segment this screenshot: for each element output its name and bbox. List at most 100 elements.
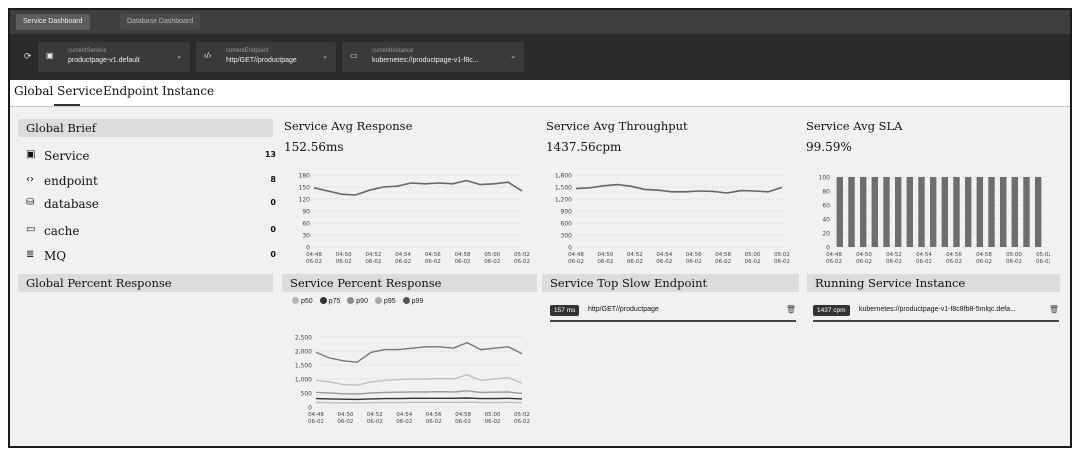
y-tick-label: 1,800 [555, 173, 572, 180]
y-tick-label: 180 [299, 173, 311, 180]
sla-bar [836, 177, 843, 247]
tab-global-service[interactable]: Global Service [14, 84, 103, 98]
avg-sla-title: Service Avg SLA [806, 119, 903, 133]
tab-instance[interactable]: Instance [162, 84, 215, 98]
y-tick-label: 90 [302, 209, 310, 216]
y-tick-label: 0 [306, 245, 310, 252]
x-tick-label: 04:50 [597, 252, 613, 258]
x-tick-label: 05:02 [514, 252, 530, 258]
database-icon: ⛁ [26, 197, 35, 208]
legend-dot [402, 297, 410, 304]
trash-icon[interactable]: 🗑 [1048, 305, 1059, 314]
legend-label: p95 [383, 298, 396, 305]
brief-item-database[interactable]: ⛁ database 0 [26, 197, 276, 213]
legend-dot [292, 297, 299, 304]
throughput-series-line [575, 183, 783, 194]
avg-response-value: 152.56ms [284, 140, 344, 154]
slow-endpoint-row[interactable]: 157 ms http/GET//productpage 🗑 [550, 304, 796, 318]
legend-label: p75 [328, 298, 341, 305]
brief-item-count: 0 [270, 250, 276, 259]
y-tick-label: 500 [301, 391, 313, 398]
x-tick-label: 06-02 [308, 419, 324, 425]
x-tick-label: 05:02 [514, 412, 530, 418]
y-tick-label: 30 [302, 233, 310, 240]
x-tick-label: 05:02 [774, 252, 790, 258]
service-selector[interactable]: ▣ currentService productpage-v1.default … [38, 42, 190, 72]
avg-response-title: Service Avg Response [284, 119, 413, 133]
tab-service-dashboard[interactable]: Service Dashboard [16, 14, 90, 30]
tab-database-dashboard[interactable]: Database Dashboard [120, 14, 201, 30]
sla-bar [930, 177, 937, 247]
x-tick-label: 04:58 [455, 412, 471, 418]
brief-item-service[interactable]: ▣ Service 13 [26, 149, 276, 165]
percentile-p90-line [315, 390, 523, 395]
instance-selector-label: currentInstance [372, 48, 414, 54]
running-instance-badge: 1437 cpm [813, 305, 850, 316]
refresh-icon[interactable]: ⟳ [24, 51, 32, 61]
avg-throughput-value: 1437.56cpm [546, 140, 622, 154]
code-icon: ‹› [26, 174, 34, 185]
brief-item-label: Service [44, 149, 90, 163]
legend-item-p75[interactable]: p75 [319, 297, 341, 305]
x-tick-label: 05:02 [1036, 252, 1050, 258]
x-tick-label: 04:58 [976, 252, 992, 258]
view-tabs: Global Service Endpoint Instance [10, 80, 1070, 107]
instance-selector[interactable]: ▭ currentInstance kubernetes://productpa… [342, 42, 524, 72]
brief-item-mq[interactable]: ≣ MQ 0 [26, 249, 276, 265]
sla-bar [895, 177, 902, 247]
chevron-down-icon: ⌄ [510, 53, 516, 60]
x-tick-label: 04:58 [455, 252, 471, 258]
active-tab-indicator [54, 104, 80, 106]
sla-bar [1000, 177, 1007, 247]
x-tick-label: 04:48 [568, 252, 584, 258]
y-tick-label: 1,500 [295, 363, 312, 370]
x-tick-label: 06-02 [514, 259, 530, 265]
legend-dot [347, 297, 355, 304]
chevron-down-icon: ⌄ [176, 53, 182, 60]
y-tick-label: 2,500 [295, 335, 312, 342]
x-tick-label: 06-02 [365, 259, 381, 265]
x-tick-label: 06-02 [367, 419, 383, 425]
trash-icon[interactable]: 🗑 [785, 305, 796, 314]
y-tick-label: 600 [561, 221, 573, 228]
sla-bar [976, 177, 983, 247]
x-tick-label: 05:00 [1006, 252, 1022, 258]
legend-dot [374, 297, 382, 304]
legend-item-p90[interactable]: p90 [347, 297, 368, 305]
code-icon: ‹/› [204, 51, 212, 60]
x-tick-label: 06-02 [455, 419, 471, 425]
avg-sla-value: 99.59% [806, 140, 852, 154]
x-tick-label: 04:52 [886, 252, 902, 258]
y-tick-label: 60 [822, 203, 830, 210]
legend-label: p90 [356, 298, 368, 305]
y-tick-label: 300 [561, 233, 573, 240]
tab-endpoint[interactable]: Endpoint [103, 84, 159, 98]
y-tick-label: 40 [822, 217, 830, 224]
legend-item-p95[interactable]: p95 [374, 297, 396, 305]
instance-selector-value: kubernetes://productpage-v1-f8c... [372, 57, 479, 64]
legend-item-p50[interactable]: p50 [292, 297, 313, 305]
brief-item-endpoint[interactable]: ‹› endpoint 8 [26, 174, 276, 190]
x-tick-label: 04:52 [365, 252, 381, 258]
chevron-down-icon: ⌄ [322, 53, 328, 60]
x-tick-label: 06-02 [627, 259, 643, 265]
running-instance-row[interactable]: 1437 cpm kubernetes://productpage-v1-f8c… [813, 304, 1059, 318]
x-tick-label: 04:52 [367, 412, 383, 418]
x-tick-label: 06-02 [976, 259, 992, 265]
sla-bar [941, 177, 948, 247]
percentile-p50-line [315, 401, 523, 404]
percent-response-header: Service Percent Response [282, 274, 537, 292]
x-tick-label: 04:48 [826, 252, 842, 258]
sla-bar [883, 177, 890, 247]
endpoint-selector[interactable]: ‹/› currentEndpoint http/GET//productpag… [196, 42, 336, 72]
y-tick-label: 60 [302, 221, 310, 228]
legend-item-p99[interactable]: p99 [402, 297, 423, 305]
brief-item-cache[interactable]: ▭ cache 0 [26, 224, 276, 240]
x-tick-label: 04:50 [856, 252, 872, 258]
brief-item-label: endpoint [44, 174, 98, 188]
y-tick-label: 150 [299, 185, 311, 192]
endpoint-selector-value: http/GET//productpage [226, 57, 297, 64]
x-tick-label: 06-02 [514, 419, 530, 425]
x-tick-label: 05:00 [745, 252, 761, 258]
brief-item-count: 13 [264, 150, 276, 159]
